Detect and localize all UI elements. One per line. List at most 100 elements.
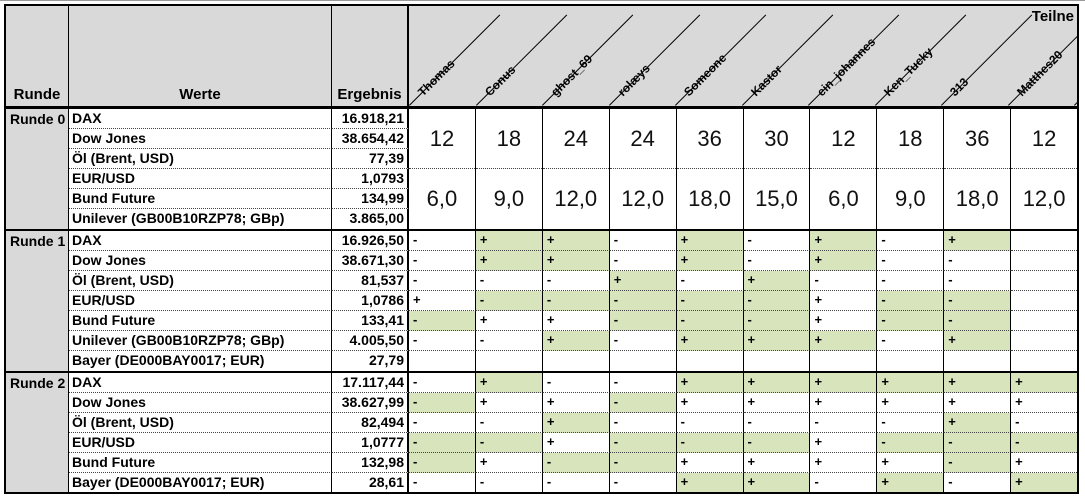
result-cell[interactable]: 4.005,50 bbox=[332, 331, 409, 351]
mark-cell-minus[interactable]: - bbox=[676, 291, 744, 311]
mark-cell-plus[interactable]: + bbox=[542, 251, 610, 271]
mark-cell-minus[interactable]: - bbox=[542, 271, 610, 291]
stake-cell-bottom[interactable]: 18,0 bbox=[688, 186, 731, 211]
stake-cell-bottom[interactable]: 6,0 bbox=[828, 186, 859, 211]
stake-cell-bottom[interactable]: 6,0 bbox=[426, 186, 458, 211]
asset-label[interactable]: Dow Jones bbox=[69, 251, 332, 271]
mark-cell-minus[interactable]: - bbox=[810, 473, 878, 492]
mark-cell-minus[interactable]: - bbox=[743, 231, 811, 251]
mark-cell-plus[interactable]: + bbox=[743, 373, 811, 393]
mark-cell-minus[interactable]: - bbox=[743, 291, 811, 311]
mark-cell-plus[interactable]: + bbox=[810, 331, 878, 351]
mark-cell-minus[interactable]: - bbox=[1011, 413, 1077, 433]
mark-cell-minus[interactable]: - bbox=[609, 311, 677, 331]
mark-cell-minus[interactable]: - bbox=[810, 413, 878, 433]
mark-cell-plus[interactable]: + bbox=[1011, 473, 1077, 492]
stake-cell-top[interactable]: 18 bbox=[475, 109, 542, 169]
stake-cell-top[interactable]: 30 bbox=[743, 109, 810, 169]
mark-cell-minus[interactable]: - bbox=[743, 311, 811, 331]
mark-cell-minus[interactable]: - bbox=[877, 231, 945, 251]
asset-label[interactable]: Öl (Brent, USD) bbox=[69, 271, 332, 291]
result-cell[interactable]: 38.627,99 bbox=[332, 393, 409, 413]
mark-cell-plus[interactable]: + bbox=[743, 393, 811, 413]
mark-cell-plus[interactable]: + bbox=[810, 291, 878, 311]
stake-cell-top[interactable]: 24 bbox=[542, 109, 609, 169]
mark-cell-plus[interactable]: + bbox=[810, 453, 878, 473]
mark-cell-plus[interactable]: + bbox=[676, 251, 744, 271]
asset-label[interactable]: EUR/USD bbox=[69, 169, 332, 189]
mark-cell-minus[interactable]: - bbox=[877, 251, 945, 271]
mark-cell-minus[interactable]: - bbox=[944, 251, 1012, 271]
mark-cell-minus[interactable]: - bbox=[944, 433, 1012, 453]
mark-cell-plus[interactable]: + bbox=[877, 393, 945, 413]
mark-cell-minus[interactable]: - bbox=[609, 453, 677, 473]
mark-cell-empty[interactable] bbox=[1011, 271, 1077, 291]
mark-cell-minus[interactable]: - bbox=[409, 453, 476, 473]
mark-cell-minus[interactable]: - bbox=[609, 393, 677, 413]
result-cell[interactable]: 1,0793 bbox=[332, 169, 409, 189]
asset-label[interactable]: Dow Jones bbox=[69, 129, 332, 149]
mark-cell-minus[interactable]: - bbox=[676, 271, 744, 291]
mark-cell-plus[interactable]: + bbox=[1011, 393, 1077, 413]
result-cell[interactable]: 1,0777 bbox=[332, 433, 409, 453]
mark-cell-minus[interactable]: - bbox=[409, 373, 476, 393]
stake-cell-top[interactable]: 36 bbox=[944, 109, 1011, 169]
mark-cell-minus[interactable]: - bbox=[475, 413, 543, 433]
mark-cell-plus[interactable]: + bbox=[409, 291, 476, 311]
result-cell[interactable]: 27,79 bbox=[332, 351, 409, 371]
result-cell[interactable]: 38.671,30 bbox=[332, 251, 409, 271]
mark-cell-minus[interactable]: - bbox=[542, 473, 610, 492]
result-cell[interactable]: 134,99 bbox=[332, 189, 409, 209]
mark-cell-minus[interactable]: - bbox=[409, 311, 476, 331]
result-cell[interactable]: 82,494 bbox=[332, 413, 409, 433]
mark-cell-plus[interactable]: + bbox=[743, 473, 811, 492]
mark-cell-minus[interactable]: - bbox=[409, 251, 476, 271]
asset-label[interactable]: Bayer (DE000BAY0017; EUR) bbox=[69, 473, 332, 492]
mark-cell-plus[interactable]: + bbox=[542, 413, 610, 433]
mark-cell-plus[interactable]: + bbox=[542, 231, 610, 251]
mark-cell-plus[interactable]: + bbox=[542, 311, 610, 331]
mark-cell-plus[interactable]: + bbox=[542, 331, 610, 351]
mark-cell-plus[interactable]: + bbox=[810, 311, 878, 331]
mark-cell-plus[interactable]: + bbox=[542, 393, 610, 413]
mark-cell-minus[interactable]: - bbox=[542, 373, 610, 393]
mark-cell-plus[interactable]: + bbox=[743, 271, 811, 291]
mark-cell-minus[interactable]: - bbox=[877, 433, 945, 453]
mark-cell-minus[interactable]: - bbox=[409, 393, 476, 413]
mark-cell-minus[interactable]: - bbox=[475, 473, 543, 492]
mark-cell-plus[interactable]: + bbox=[810, 393, 878, 413]
mark-cell-minus[interactable]: - bbox=[743, 413, 811, 433]
mark-cell-minus[interactable]: - bbox=[877, 311, 945, 331]
mark-cell-minus[interactable]: - bbox=[1011, 433, 1077, 453]
mark-cell-minus[interactable]: - bbox=[409, 413, 476, 433]
mark-cell-plus[interactable]: + bbox=[877, 473, 945, 492]
mark-cell-plus[interactable]: + bbox=[475, 373, 543, 393]
mark-cell-plus[interactable]: + bbox=[475, 393, 543, 413]
mark-cell-empty[interactable] bbox=[1011, 291, 1077, 311]
mark-cell-plus[interactable]: + bbox=[475, 453, 543, 473]
mark-cell-plus[interactable]: + bbox=[676, 453, 744, 473]
stake-cell-bottom[interactable]: 9,0 bbox=[493, 186, 525, 211]
mark-cell-plus[interactable]: + bbox=[676, 331, 744, 351]
mark-cell-minus[interactable]: - bbox=[409, 331, 476, 351]
mark-cell-empty[interactable] bbox=[944, 351, 1012, 371]
stake-cell-bottom[interactable]: 9,0 bbox=[895, 186, 926, 211]
result-cell[interactable]: 1,0786 bbox=[332, 291, 409, 311]
result-cell[interactable]: 133,41 bbox=[332, 311, 409, 331]
mark-cell-empty[interactable] bbox=[1011, 311, 1077, 331]
asset-label[interactable]: DAX bbox=[69, 373, 332, 393]
mark-cell-minus[interactable]: - bbox=[542, 291, 610, 311]
asset-label[interactable]: Öl (Brent, USD) bbox=[69, 149, 332, 169]
mark-cell-plus[interactable]: + bbox=[944, 393, 1012, 413]
mark-cell-empty[interactable] bbox=[409, 351, 476, 371]
stake-cell-top[interactable]: 12 bbox=[810, 109, 877, 169]
asset-label[interactable]: EUR/USD bbox=[69, 433, 332, 453]
mark-cell-plus[interactable]: + bbox=[877, 373, 945, 393]
mark-cell-plus[interactable]: + bbox=[810, 231, 878, 251]
mark-cell-minus[interactable]: - bbox=[877, 291, 945, 311]
mark-cell-empty[interactable] bbox=[1011, 231, 1077, 251]
stake-cell-top[interactable]: 12 bbox=[409, 109, 475, 169]
mark-cell-empty[interactable] bbox=[1011, 331, 1077, 351]
mark-cell-plus[interactable]: + bbox=[542, 433, 610, 453]
mark-cell-plus[interactable]: + bbox=[475, 311, 543, 331]
